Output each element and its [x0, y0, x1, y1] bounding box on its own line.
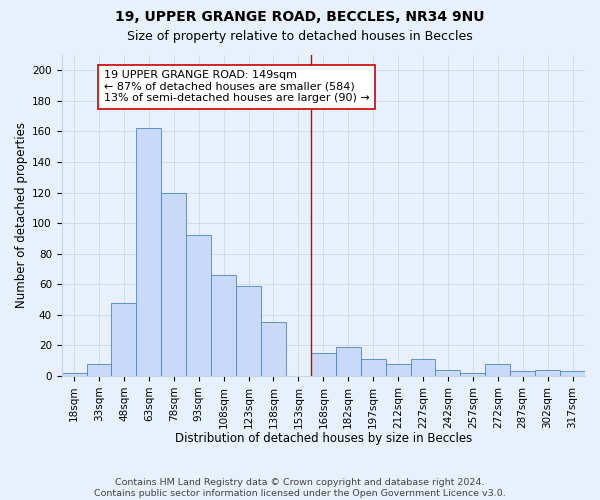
Bar: [136, 128, 161, 376]
Bar: [510, 372, 535, 376]
Text: 19 UPPER GRANGE ROAD: 149sqm
← 87% of detached houses are smaller (584)
13% of s: 19 UPPER GRANGE ROAD: 149sqm ← 87% of de…: [104, 70, 370, 104]
Text: Size of property relative to detached houses in Beccles: Size of property relative to detached ho…: [127, 30, 473, 43]
Bar: [336, 347, 361, 376]
Bar: [62, 373, 86, 376]
Bar: [161, 192, 186, 376]
Text: 19, UPPER GRANGE ROAD, BECCLES, NR34 9NU: 19, UPPER GRANGE ROAD, BECCLES, NR34 9NU: [115, 10, 485, 24]
Bar: [112, 302, 136, 376]
Bar: [211, 275, 236, 376]
Bar: [261, 322, 286, 376]
Y-axis label: Number of detached properties: Number of detached properties: [15, 122, 28, 308]
Bar: [236, 286, 261, 376]
Text: Contains HM Land Registry data © Crown copyright and database right 2024.
Contai: Contains HM Land Registry data © Crown c…: [94, 478, 506, 498]
Bar: [86, 364, 112, 376]
X-axis label: Distribution of detached houses by size in Beccles: Distribution of detached houses by size …: [175, 432, 472, 445]
Bar: [535, 370, 560, 376]
Bar: [361, 359, 386, 376]
Bar: [485, 364, 510, 376]
Bar: [186, 236, 211, 376]
Bar: [560, 372, 585, 376]
Bar: [436, 370, 460, 376]
Bar: [386, 364, 410, 376]
Bar: [460, 373, 485, 376]
Bar: [410, 359, 436, 376]
Bar: [311, 353, 336, 376]
